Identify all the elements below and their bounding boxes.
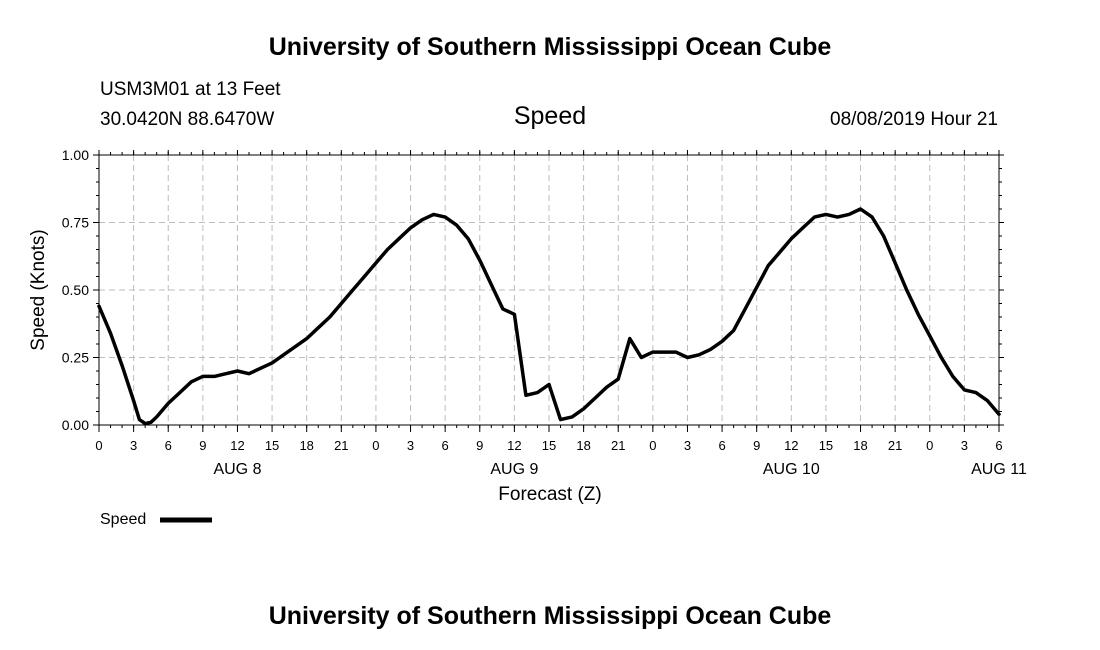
axis-ticks: [93, 150, 1004, 432]
legend-label: Speed: [100, 511, 146, 528]
x-tick-label: 15: [542, 438, 556, 453]
x-tick-label: 18: [853, 438, 867, 453]
y-tick-label: 0.50: [62, 282, 89, 298]
x-tick-label: 3: [130, 438, 137, 453]
x-tick-label: 0: [372, 438, 379, 453]
chart-title-top: University of Southern Mississippi Ocean…: [269, 33, 832, 61]
x-tick-label: 12: [784, 438, 798, 453]
y-tick-label: 1.00: [62, 147, 89, 163]
series-layer: [97, 207, 1001, 426]
x-tick-label: 3: [961, 438, 968, 453]
x-tick-label: 18: [299, 438, 313, 453]
x-tick-label: 0: [649, 438, 656, 453]
x-tick-label: 6: [442, 438, 449, 453]
x-axis-label: Forecast (Z): [498, 484, 601, 505]
x-tick-label: 15: [265, 438, 279, 453]
grid-lines: [99, 155, 999, 425]
x-tick-label: 21: [611, 438, 625, 453]
x-day-label: AUG 9: [490, 461, 538, 478]
x-tick-label: 3: [684, 438, 691, 453]
datetime-label: 08/08/2019 Hour 21: [830, 109, 998, 130]
x-tick-label: 0: [95, 438, 102, 453]
x-day-label: AUG 11: [971, 461, 1027, 478]
x-tick-label: 15: [819, 438, 833, 453]
x-tick-label: 12: [507, 438, 521, 453]
x-tick-label: 9: [199, 438, 206, 453]
x-tick-label: 6: [718, 438, 725, 453]
chart-title-bottom: University of Southern Mississippi Ocean…: [269, 602, 832, 630]
x-tick-label: 9: [753, 438, 760, 453]
x-tick-label: 21: [334, 438, 348, 453]
x-tick-label: 18: [576, 438, 590, 453]
x-tick-label: 6: [165, 438, 172, 453]
series-line-speed: [97, 207, 1001, 426]
y-axis-label: Speed (Knots): [28, 229, 49, 350]
x-tick-label: 0: [926, 438, 933, 453]
x-tick-label: 9: [476, 438, 483, 453]
y-tick-label: 0.75: [62, 215, 89, 231]
x-tick-label: 3: [407, 438, 414, 453]
x-day-label: AUG 10: [763, 461, 820, 478]
x-tick-label: 12: [230, 438, 244, 453]
y-tick-label: 0.25: [62, 350, 89, 366]
variable-label: Speed: [514, 102, 586, 130]
station-label: USM3M01 at 13 Feet: [100, 79, 281, 100]
location-label: 30.0420N 88.6470W: [100, 109, 274, 130]
x-tick-label: 21: [888, 438, 902, 453]
y-tick-label: 0.00: [62, 417, 89, 433]
x-day-label: AUG 8: [213, 461, 261, 478]
x-tick-label: 6: [995, 438, 1002, 453]
